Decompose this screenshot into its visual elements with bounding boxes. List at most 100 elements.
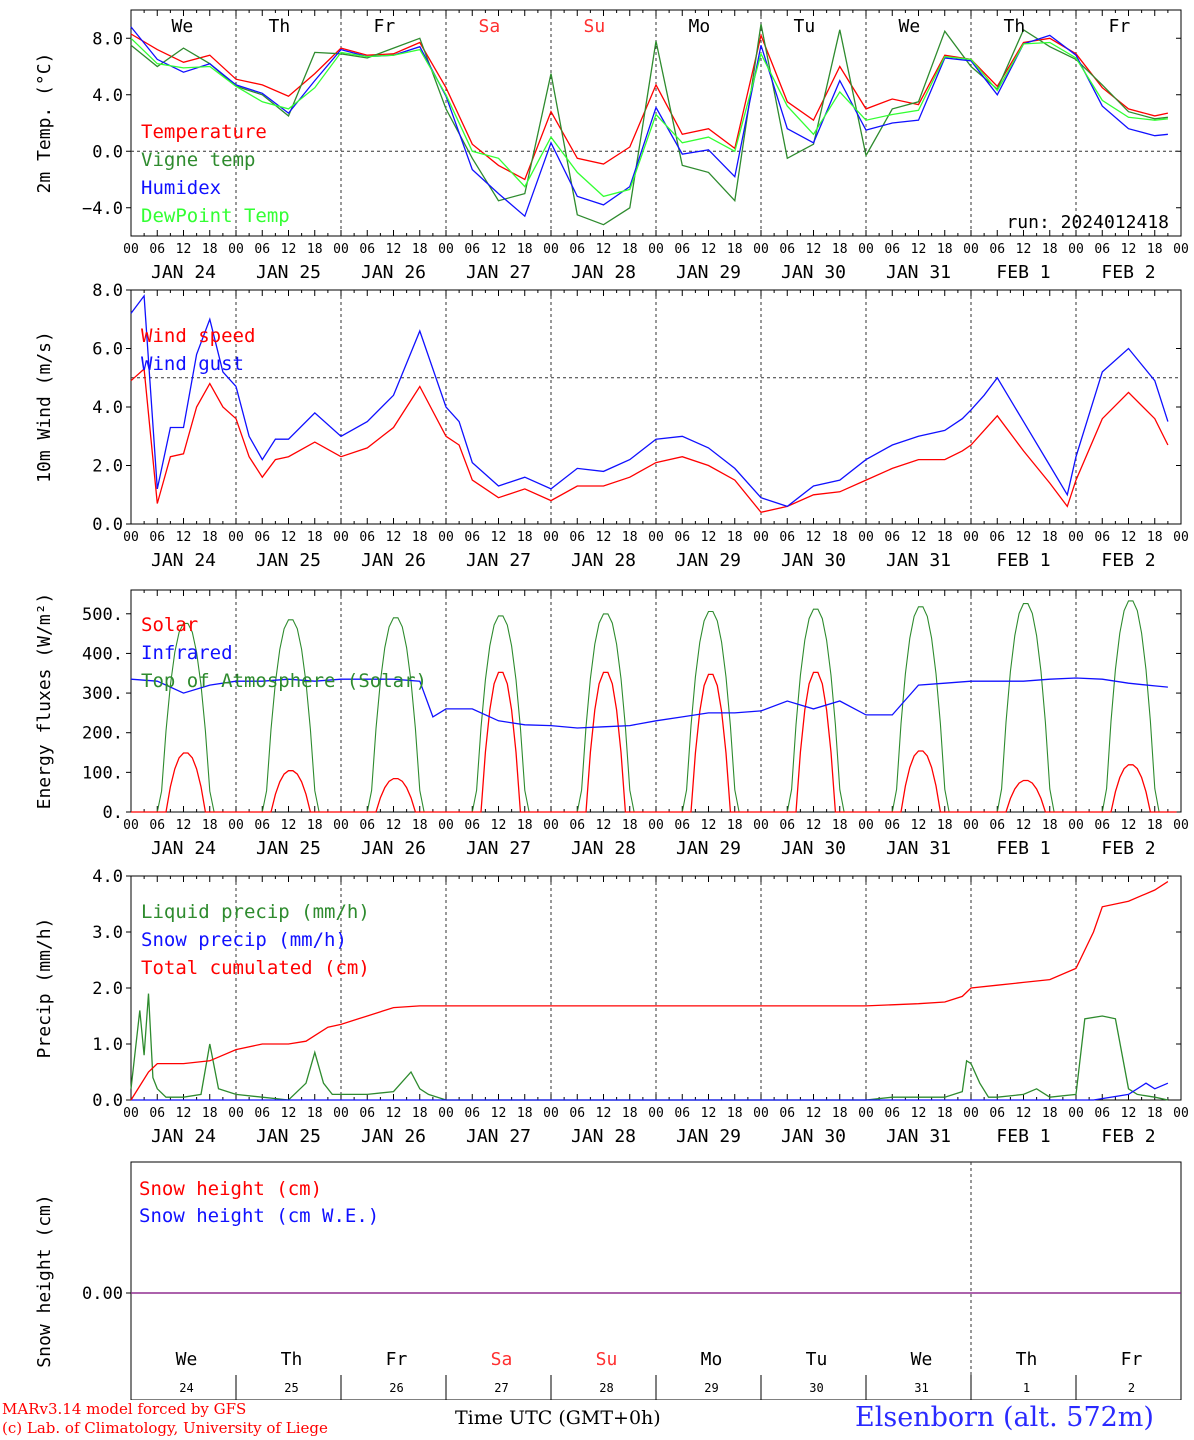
- x-hour-label: 12: [176, 1106, 192, 1121]
- x-hour-label: 00: [858, 1106, 874, 1121]
- x-date-label: JAN 25: [256, 1126, 321, 1147]
- day-name: We: [172, 16, 194, 37]
- x-hour-label: 18: [517, 818, 533, 833]
- day-name: Mo: [689, 16, 711, 37]
- x-hour-label: 00: [438, 1106, 454, 1121]
- x-date-label: JAN 24: [151, 550, 216, 571]
- x-hour-label: 18: [307, 242, 323, 257]
- x-hour-label: 12: [911, 530, 927, 545]
- x-hour-label: 18: [307, 818, 323, 833]
- x-hour-label: 00: [1173, 242, 1189, 257]
- day-number: 1: [1023, 1381, 1030, 1395]
- x-hour-label: 00: [543, 242, 559, 257]
- x-hour-label: 06: [254, 530, 270, 545]
- x-date-label: FEB 2: [1101, 838, 1155, 859]
- x-hour-label: 18: [517, 1106, 533, 1121]
- day-name: Fr: [1121, 1349, 1143, 1370]
- x-hour-label: 18: [412, 530, 428, 545]
- x-date-label: JAN 28: [571, 1126, 636, 1147]
- y-tick-label: 4.0: [92, 867, 123, 887]
- x-hour-label: 00: [963, 242, 979, 257]
- day-name: Sa: [479, 16, 501, 37]
- x-hour-label: 00: [333, 818, 349, 833]
- day-name: We: [176, 1349, 198, 1370]
- credit-line-1: MARv3.14 model forced by GFS: [2, 1400, 247, 1418]
- y-tick-label: 6.0: [92, 340, 123, 360]
- x-hour-label: 06: [464, 818, 480, 833]
- x-hour-label: 00: [228, 1106, 244, 1121]
- x-date-label: JAN 26: [361, 262, 426, 283]
- x-hour-label: 12: [911, 242, 927, 257]
- x-hour-label: 18: [622, 818, 638, 833]
- x-hour-label: 12: [491, 242, 507, 257]
- x-hour-label: 00: [543, 530, 559, 545]
- x-date-label: JAN 26: [361, 1126, 426, 1147]
- series-line-humidex: [130, 26, 1168, 218]
- x-date-label: JAN 31: [886, 1126, 951, 1147]
- x-date-label: JAN 28: [571, 262, 636, 283]
- x-hour-label: 00: [1068, 1106, 1084, 1121]
- x-hour-label: 18: [937, 242, 953, 257]
- x-hour-label: 18: [1147, 818, 1163, 833]
- x-hour-label: 12: [281, 1106, 297, 1121]
- y-tick-label: 500.: [82, 605, 123, 625]
- x-hour-label: 12: [1016, 818, 1032, 833]
- x-hour-label: 06: [1094, 1106, 1110, 1121]
- x-hour-label: 06: [1094, 242, 1110, 257]
- x-hour-label: 18: [307, 1106, 323, 1121]
- day-name: Th: [281, 1349, 303, 1370]
- x-hour-label: 06: [884, 1106, 900, 1121]
- x-hour-label: 18: [622, 242, 638, 257]
- x-hour-label: 00: [963, 530, 979, 545]
- x-date-label: JAN 28: [571, 838, 636, 859]
- y-tick-label: −4.0: [82, 199, 123, 219]
- day-number: 2: [1128, 1381, 1135, 1395]
- y-axis-label: 2m Temp. (°C): [34, 53, 55, 194]
- y-tick-label: 0.0: [92, 1091, 123, 1111]
- x-hour-label: 12: [491, 1106, 507, 1121]
- x-hour-label: 06: [464, 530, 480, 545]
- x-date-label: JAN 29: [676, 1126, 741, 1147]
- x-hour-label: 12: [281, 242, 297, 257]
- x-hour-label: 00: [858, 818, 874, 833]
- x-hour-label: 06: [674, 1106, 690, 1121]
- y-tick-label: 0.: [103, 803, 123, 823]
- x-hour-label: 12: [386, 1106, 402, 1121]
- x-date-label: JAN 25: [256, 838, 321, 859]
- x-hour-label: 06: [884, 530, 900, 545]
- x-hour-label: 06: [989, 530, 1005, 545]
- x-hour-label: 18: [832, 818, 848, 833]
- x-hour-label: 06: [254, 242, 270, 257]
- legend-wind-speed: Wind speed: [141, 325, 255, 347]
- x-hour-label: 00: [228, 530, 244, 545]
- x-hour-label: 12: [596, 818, 612, 833]
- y-tick-label: 4.0: [92, 86, 123, 106]
- x-hour-label: 12: [386, 530, 402, 545]
- legend-snow-precip-mm-h: Snow precip (mm/h): [141, 929, 347, 951]
- day-name: Sa: [491, 1349, 513, 1370]
- y-tick-label: 3.0: [92, 923, 123, 943]
- x-date-label: JAN 24: [151, 262, 216, 283]
- x-hour-label: 00: [438, 242, 454, 257]
- x-hour-label: 00: [858, 530, 874, 545]
- y-axis-label: Precip (mm/h): [34, 918, 55, 1059]
- x-hour-label: 18: [727, 530, 743, 545]
- legend-humidex: Humidex: [141, 177, 221, 199]
- x-hour-label: 12: [701, 1106, 717, 1121]
- x-hour-label: 06: [779, 818, 795, 833]
- x-date-label: FEB 2: [1101, 262, 1155, 283]
- x-date-label: JAN 29: [676, 262, 741, 283]
- y-tick-label: 0.0: [92, 515, 123, 535]
- legend-snow-height-cm-w-e: Snow height (cm W.E.): [139, 1205, 379, 1227]
- x-hour-label: 06: [674, 818, 690, 833]
- x-hour-label: 06: [569, 818, 585, 833]
- x-date-label: JAN 27: [466, 838, 531, 859]
- x-hour-label: 18: [202, 1106, 218, 1121]
- x-hour-label: 06: [149, 818, 165, 833]
- x-hour-label: 12: [1121, 1106, 1137, 1121]
- series-line-vigne-temp: [130, 23, 1168, 226]
- legend-temperature: Temperature: [141, 121, 267, 143]
- day-number: 29: [704, 1381, 718, 1395]
- x-date-label: FEB 2: [1101, 550, 1155, 571]
- x-hour-label: 00: [333, 242, 349, 257]
